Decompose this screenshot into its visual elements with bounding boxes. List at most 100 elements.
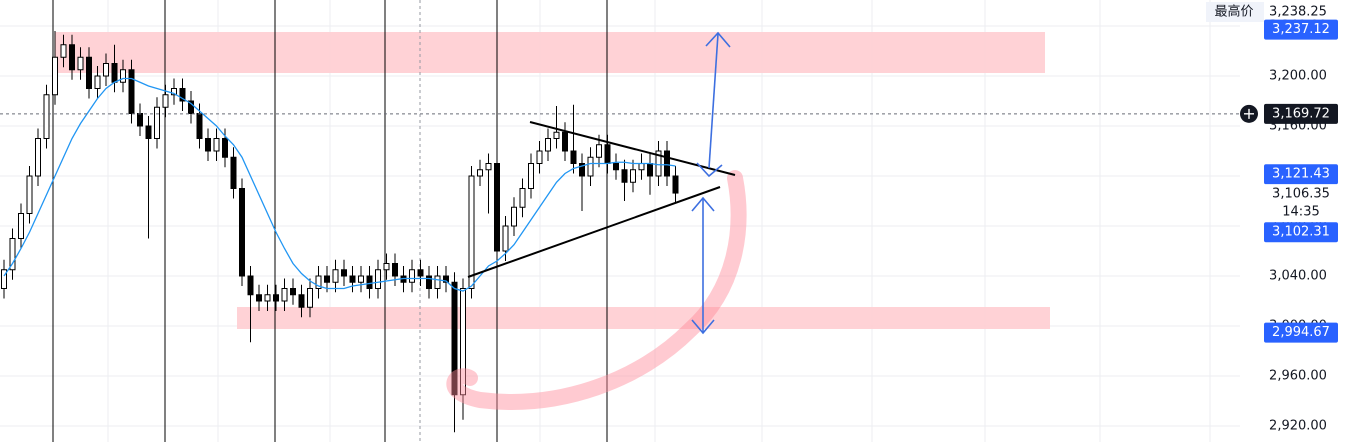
candle-body (664, 150, 670, 177)
zones (55, 32, 1050, 329)
candle-body (638, 163, 645, 171)
candle-body (545, 138, 551, 152)
candle-body (213, 138, 220, 152)
candle-body (587, 156, 594, 177)
add-alert-plus (1244, 108, 1254, 119)
candle-body (9, 238, 16, 271)
y-tick-label: 2,920.00 (1269, 419, 1327, 434)
candle-body (341, 269, 347, 277)
candle-body (35, 138, 41, 177)
candle-body (281, 288, 288, 302)
candle-body (553, 131, 560, 139)
candle-body (621, 169, 628, 183)
plot (0, 31, 1240, 433)
candle-body (103, 63, 109, 77)
price-tag-label: 3,106.35 (1272, 187, 1330, 202)
candle-body (519, 188, 526, 208)
price-tag-label: 3,102.31 (1272, 225, 1330, 240)
candle-body (655, 150, 662, 177)
legend-box (1206, 2, 1264, 22)
candle-body (426, 275, 432, 289)
price-axis: 2,920.002,960.003,000.003,040.003,080.00… (1240, 0, 1348, 442)
candle-body (596, 144, 602, 158)
candle-body (120, 69, 126, 83)
price-tag (1264, 19, 1338, 40)
candle-body (18, 213, 24, 239)
candle-body (26, 175, 33, 214)
candle-body (298, 294, 305, 308)
candle-body (111, 63, 118, 83)
price-tag (1264, 322, 1338, 343)
candle-body (443, 275, 449, 283)
candle-body (179, 88, 186, 102)
candle-body (349, 275, 356, 283)
price-tag-label: 3,237.12 (1272, 22, 1330, 37)
candle-body (579, 163, 585, 177)
candle-body (324, 275, 330, 283)
highest-value: 3,238.25 (1269, 5, 1327, 20)
candle-body (154, 106, 160, 139)
candle-body (1, 269, 7, 289)
candle-body (86, 56, 92, 89)
top-legend: 最高价 3,238.25 (1206, 2, 1327, 22)
candle-body (43, 94, 50, 139)
candle-body (247, 275, 254, 296)
brush-stroke (446, 170, 747, 410)
candle-body (307, 288, 313, 308)
price-tag (1264, 222, 1338, 243)
candle-body (171, 88, 177, 96)
price-tag-label: 3,121.43 (1272, 167, 1330, 182)
grid-layer (0, 25, 1240, 427)
candle-body (77, 56, 84, 71)
price-tag-label: 3,169.72 (1272, 106, 1330, 121)
price-tag-time: 14:35 (1282, 205, 1319, 220)
candle-body (366, 275, 373, 289)
arrows (691, 31, 731, 335)
candle-body (69, 44, 75, 71)
candle-body (536, 150, 543, 164)
candle-body (604, 144, 611, 164)
candle-body (137, 113, 143, 127)
candle-body (188, 100, 194, 114)
resistance-zone (55, 32, 1045, 73)
candle-body (128, 69, 135, 114)
candle-body (60, 44, 67, 58)
price-tag (1264, 103, 1338, 124)
candle-body (332, 269, 339, 283)
candle-body (417, 269, 424, 277)
candle-body (273, 294, 279, 302)
candle-body (290, 288, 296, 296)
candle-body (383, 263, 390, 271)
candle-body (570, 150, 577, 164)
candle-body (162, 94, 169, 108)
candle-body (239, 188, 245, 277)
y-tick-label: 2,960.00 (1269, 369, 1327, 384)
candle-body (613, 163, 619, 171)
candle-body (409, 269, 415, 283)
candle-body (528, 163, 534, 189)
candle-body (375, 269, 381, 289)
candle-body (358, 275, 364, 283)
candle-body (94, 75, 101, 89)
candle-body (562, 131, 568, 152)
support-zone (237, 307, 1050, 329)
candle-body (145, 125, 152, 139)
candle-body (672, 175, 679, 194)
y-tick-label: 3,200.00 (1269, 69, 1327, 84)
price-tag (1264, 184, 1338, 223)
candle-body (485, 163, 492, 171)
candle-body (494, 163, 500, 252)
candle-body (434, 275, 441, 289)
highest-label: 最高价 (1214, 4, 1253, 20)
candle-body (264, 294, 271, 302)
candle-body (196, 113, 203, 139)
candle-body (502, 225, 509, 252)
candle-body (460, 288, 466, 396)
candle-body (451, 281, 458, 396)
candle-body (468, 175, 475, 289)
candle-body (230, 156, 237, 189)
candle-body (256, 294, 262, 302)
